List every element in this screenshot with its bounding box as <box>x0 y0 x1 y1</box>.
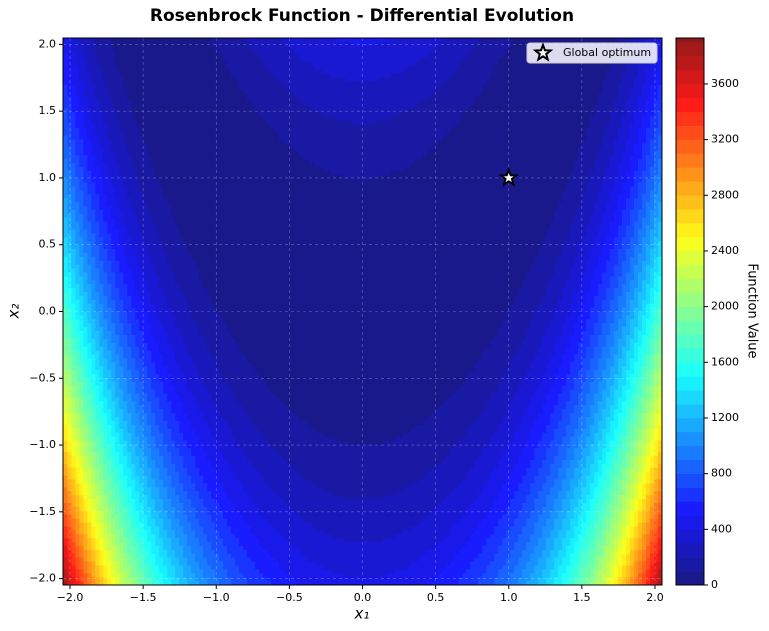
contour-band <box>63 38 663 586</box>
colorbar-tick-label: 1600 <box>711 355 739 368</box>
x-tick-label: −1.5 <box>130 591 157 604</box>
colorbar-band <box>676 557 704 572</box>
colorbar-band <box>676 501 704 516</box>
y-tick-label: 0.0 <box>39 305 57 318</box>
colorbar-band <box>676 153 704 168</box>
colorbar-frame <box>675 37 705 586</box>
colorbar-tick-label: 2400 <box>711 244 739 257</box>
colorbar-band <box>676 306 704 321</box>
y-tick-label: −1.0 <box>29 438 56 451</box>
colorbar-band <box>676 515 704 530</box>
x-tick-label: −1.0 <box>203 591 230 604</box>
colorbar-band <box>676 70 704 85</box>
colorbar-band <box>676 376 704 391</box>
colorbar-band <box>676 390 704 405</box>
y-tick-label: −2.0 <box>29 572 56 585</box>
legend-marker <box>532 42 554 62</box>
optimum-marker <box>498 167 520 187</box>
colorbar-tick-label: 3200 <box>711 133 739 146</box>
colorbar-band <box>676 97 704 113</box>
colorbar-band <box>676 348 704 363</box>
colorbar-band <box>676 209 704 224</box>
colorbar-tick-label: 1200 <box>711 411 739 424</box>
legend-box <box>526 42 658 64</box>
colorbar-band <box>676 417 704 433</box>
x-tick-label: −0.5 <box>276 591 303 604</box>
colorbar-band <box>676 181 704 196</box>
colorbar-band <box>676 431 704 447</box>
y-tick-label: −0.5 <box>29 371 56 384</box>
colorbar-band <box>676 42 704 57</box>
colorbar-band <box>676 167 704 182</box>
y-tick-label: 0.5 <box>39 238 57 251</box>
colorbar-band <box>676 125 704 140</box>
legend-label: Global optimum <box>563 46 651 59</box>
x-axis-label: x₁ <box>354 605 370 623</box>
colorbar-tick-label: 400 <box>711 522 732 535</box>
plot-frame <box>62 37 663 586</box>
y-tick-label: 1.0 <box>39 171 57 184</box>
contour-band <box>63 370 663 586</box>
x-tick-label: 0.0 <box>354 591 372 604</box>
y-tick-label: −1.5 <box>29 505 56 518</box>
colorbar-band <box>676 529 704 544</box>
colorbar-band <box>676 111 704 126</box>
colorbar-band <box>676 292 704 307</box>
colorbar-band <box>676 264 704 280</box>
y-axis-label: x₂ <box>5 304 23 320</box>
x-tick-label: 1.5 <box>573 591 591 604</box>
colorbar-band <box>676 83 704 99</box>
colorbar-band <box>676 278 704 294</box>
y-tick-label: 2.0 <box>39 37 57 50</box>
colorbar-tick-label: 0 <box>711 578 718 591</box>
colorbar-band <box>676 237 704 252</box>
colorbar-band <box>676 362 704 377</box>
chart-title: Rosenbrock Function - Differential Evolu… <box>150 6 574 26</box>
x-tick-label: 0.5 <box>427 591 445 604</box>
colorbar-tick-label: 800 <box>711 467 732 480</box>
colorbar-band <box>676 250 704 266</box>
colorbar-band <box>676 404 704 419</box>
colorbar-band <box>676 223 704 238</box>
contour-band <box>78 38 647 543</box>
colorbar-band <box>676 459 704 474</box>
colorbar-band <box>676 139 704 154</box>
x-tick-label: −2.0 <box>57 591 84 604</box>
colorbar-band <box>676 320 704 335</box>
colorbar-band <box>676 543 704 558</box>
colorbar-band <box>676 445 704 461</box>
colorbar-tick-label: 2000 <box>711 300 739 313</box>
colorbar-band <box>676 571 704 586</box>
colorbar-tick-label: 3600 <box>711 77 739 90</box>
colorbar-label: Function Value <box>745 263 760 358</box>
contour-band <box>70 38 659 578</box>
colorbar-band <box>676 473 704 488</box>
colorbar-band <box>676 56 704 71</box>
colorbar-band <box>676 38 704 43</box>
colorbar-tick-label: 2800 <box>711 188 739 201</box>
colorbar-band <box>676 487 704 502</box>
y-tick-label: 1.5 <box>39 104 57 117</box>
colorbar-band <box>676 195 704 210</box>
colorbar-band <box>676 334 704 349</box>
x-tick-label: 2.0 <box>646 591 664 604</box>
x-tick-label: 1.0 <box>500 591 518 604</box>
